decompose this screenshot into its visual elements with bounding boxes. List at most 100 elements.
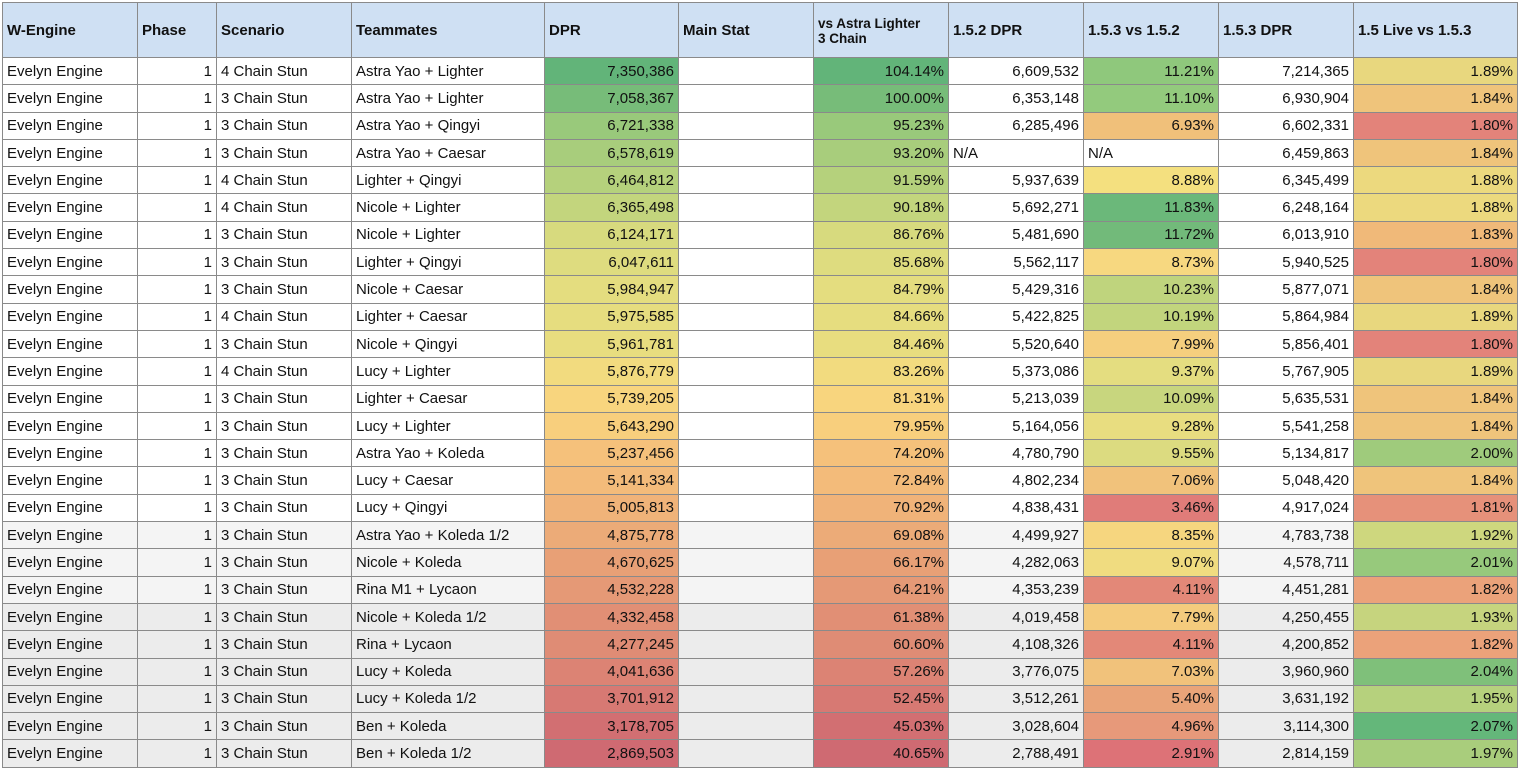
cell-dpr[interactable]: 6,047,611 [544, 248, 679, 277]
cell-153-vs-152[interactable]: 5.40% [1083, 684, 1219, 714]
cell-wengine[interactable]: Evelyn Engine [2, 657, 138, 686]
cell-wengine[interactable]: Evelyn Engine [2, 493, 138, 523]
cell-dpr-152[interactable]: 6,353,148 [948, 84, 1084, 113]
cell-scenario[interactable]: 3 Chain Stun [216, 602, 352, 632]
cell-dpr-152[interactable]: 4,780,790 [948, 439, 1084, 468]
cell-153-vs-152[interactable]: 4.96% [1083, 712, 1219, 741]
cell-main-stat[interactable] [678, 302, 814, 331]
cell-phase[interactable]: 1 [137, 111, 217, 140]
cell-dpr-152[interactable]: 5,164,056 [948, 411, 1084, 441]
cell-phase[interactable]: 1 [137, 56, 217, 86]
cell-wengine[interactable]: Evelyn Engine [2, 193, 138, 222]
cell-teammates[interactable]: Lighter + Caesar [351, 302, 545, 331]
cell-dpr-152[interactable]: 5,481,690 [948, 220, 1084, 250]
cell-teammates[interactable]: Nicole + Koleda 1/2 [351, 602, 545, 632]
cell-teammates[interactable]: Rina + Lycaon [351, 630, 545, 659]
cell-scenario[interactable]: 3 Chain Stun [216, 466, 352, 495]
cell-dpr-153[interactable]: 4,200,852 [1218, 630, 1354, 659]
header-vs-astra[interactable]: vs Astra Lighter 3 Chain [813, 2, 949, 58]
cell-vs-astra[interactable]: 64.21% [813, 575, 949, 604]
cell-main-stat[interactable] [678, 275, 814, 304]
cell-phase[interactable]: 1 [137, 84, 217, 113]
cell-153-vs-152[interactable]: 7.99% [1083, 329, 1219, 359]
cell-scenario[interactable]: 3 Chain Stun [216, 84, 352, 113]
cell-live-vs-153[interactable]: 1.84% [1353, 384, 1518, 413]
cell-vs-astra[interactable]: 84.46% [813, 329, 949, 359]
cell-153-vs-152[interactable]: 10.09% [1083, 384, 1219, 413]
cell-teammates[interactable]: Lucy + Koleda 1/2 [351, 684, 545, 714]
cell-wengine[interactable]: Evelyn Engine [2, 220, 138, 250]
cell-vs-astra[interactable]: 93.20% [813, 138, 949, 168]
cell-teammates[interactable]: Astra Yao + Caesar [351, 138, 545, 168]
cell-scenario[interactable]: 3 Chain Stun [216, 657, 352, 686]
cell-main-stat[interactable] [678, 466, 814, 495]
cell-dpr[interactable]: 4,041,636 [544, 657, 679, 686]
cell-vs-astra[interactable]: 81.31% [813, 384, 949, 413]
cell-phase[interactable]: 1 [137, 630, 217, 659]
cell-wengine[interactable]: Evelyn Engine [2, 138, 138, 168]
cell-153-vs-152[interactable]: 11.72% [1083, 220, 1219, 250]
cell-dpr[interactable]: 4,532,228 [544, 575, 679, 604]
cell-153-vs-152[interactable]: 6.93% [1083, 111, 1219, 140]
cell-dpr-152[interactable]: 5,520,640 [948, 329, 1084, 359]
cell-dpr-153[interactable]: 5,635,531 [1218, 384, 1354, 413]
cell-main-stat[interactable] [678, 138, 814, 168]
cell-153-vs-152[interactable]: 7.06% [1083, 466, 1219, 495]
cell-dpr[interactable]: 4,875,778 [544, 521, 679, 550]
cell-live-vs-153[interactable]: 1.89% [1353, 56, 1518, 86]
cell-vs-astra[interactable]: 84.66% [813, 302, 949, 331]
cell-dpr-153[interactable]: 4,578,711 [1218, 548, 1354, 577]
cell-dpr-152[interactable]: 5,692,271 [948, 193, 1084, 222]
cell-153-vs-152[interactable]: 9.28% [1083, 411, 1219, 441]
cell-teammates[interactable]: Astra Yao + Lighter [351, 84, 545, 113]
cell-dpr-153[interactable]: 5,877,071 [1218, 275, 1354, 304]
cell-wengine[interactable]: Evelyn Engine [2, 466, 138, 495]
cell-main-stat[interactable] [678, 493, 814, 523]
cell-main-stat[interactable] [678, 193, 814, 222]
cell-phase[interactable]: 1 [137, 329, 217, 359]
cell-live-vs-153[interactable]: 1.92% [1353, 521, 1518, 550]
cell-153-vs-152[interactable]: 8.88% [1083, 166, 1219, 195]
cell-phase[interactable]: 1 [137, 739, 217, 768]
cell-main-stat[interactable] [678, 439, 814, 468]
cell-wengine[interactable]: Evelyn Engine [2, 384, 138, 413]
cell-scenario[interactable]: 3 Chain Stun [216, 138, 352, 168]
cell-dpr-152[interactable]: 3,776,075 [948, 657, 1084, 686]
cell-live-vs-153[interactable]: 1.95% [1353, 684, 1518, 714]
cell-teammates[interactable]: Astra Yao + Lighter [351, 56, 545, 86]
cell-dpr[interactable]: 5,005,813 [544, 493, 679, 523]
cell-dpr-153[interactable]: 7,214,365 [1218, 56, 1354, 86]
cell-live-vs-153[interactable]: 1.97% [1353, 739, 1518, 768]
cell-scenario[interactable]: 3 Chain Stun [216, 439, 352, 468]
cell-scenario[interactable]: 3 Chain Stun [216, 739, 352, 768]
cell-teammates[interactable]: Ben + Koleda 1/2 [351, 739, 545, 768]
cell-wengine[interactable]: Evelyn Engine [2, 329, 138, 359]
cell-153-vs-152[interactable]: 10.23% [1083, 275, 1219, 304]
cell-dpr-153[interactable]: 3,631,192 [1218, 684, 1354, 714]
cell-live-vs-153[interactable]: 1.82% [1353, 575, 1518, 604]
cell-dpr[interactable]: 3,178,705 [544, 712, 679, 741]
cell-153-vs-152[interactable]: 9.55% [1083, 439, 1219, 468]
cell-phase[interactable]: 1 [137, 302, 217, 331]
header-153-vs-152[interactable]: 1.5.3 vs 1.5.2 [1083, 2, 1219, 58]
cell-vs-astra[interactable]: 74.20% [813, 439, 949, 468]
header-phase[interactable]: Phase [137, 2, 217, 58]
header-wengine[interactable]: W-Engine [2, 2, 138, 58]
cell-dpr-152[interactable]: 5,937,639 [948, 166, 1084, 195]
cell-wengine[interactable]: Evelyn Engine [2, 56, 138, 86]
cell-main-stat[interactable] [678, 602, 814, 632]
cell-dpr-152[interactable]: 3,512,261 [948, 684, 1084, 714]
cell-153-vs-152[interactable]: 9.07% [1083, 548, 1219, 577]
header-teammates[interactable]: Teammates [351, 2, 545, 58]
cell-phase[interactable]: 1 [137, 411, 217, 441]
cell-scenario[interactable]: 3 Chain Stun [216, 411, 352, 441]
cell-teammates[interactable]: Lucy + Lighter [351, 411, 545, 441]
cell-dpr-153[interactable]: 5,940,525 [1218, 248, 1354, 277]
header-live-vs-153[interactable]: 1.5 Live vs 1.5.3 [1353, 2, 1518, 58]
cell-153-vs-152[interactable]: N/A [1083, 138, 1219, 168]
cell-teammates[interactable]: Nicole + Koleda [351, 548, 545, 577]
cell-dpr-153[interactable]: 6,345,499 [1218, 166, 1354, 195]
cell-153-vs-152[interactable]: 3.46% [1083, 493, 1219, 523]
cell-dpr-153[interactable]: 5,856,401 [1218, 329, 1354, 359]
cell-dpr-152[interactable]: 4,019,458 [948, 602, 1084, 632]
